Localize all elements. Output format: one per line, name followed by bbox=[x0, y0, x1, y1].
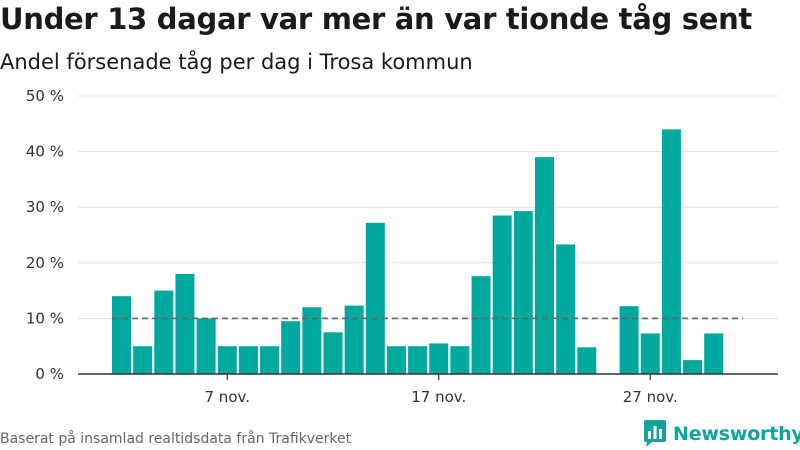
y-tick-label: 30 % bbox=[26, 198, 64, 216]
chart-subtitle: Andel försenade tåg per dag i Trosa komm… bbox=[0, 50, 473, 74]
axes bbox=[78, 373, 778, 380]
bar bbox=[661, 129, 681, 374]
y-tick-label: 50 % bbox=[26, 87, 64, 105]
bar bbox=[492, 215, 512, 374]
y-tick-label: 0 % bbox=[35, 365, 64, 383]
bar bbox=[323, 332, 343, 374]
bars bbox=[112, 129, 724, 374]
bar bbox=[619, 306, 639, 374]
bar bbox=[450, 346, 470, 374]
bar bbox=[408, 346, 428, 374]
bar bbox=[196, 318, 216, 374]
bar bbox=[429, 343, 449, 374]
bar bbox=[556, 244, 576, 374]
bar bbox=[683, 360, 703, 374]
bar bbox=[133, 346, 153, 374]
bar bbox=[281, 321, 301, 374]
bar bbox=[535, 157, 554, 374]
bar-chart: 0 % 10 % 20 % 30 % 40 % 50 % 7 nov. 17 nov. 27 n… bbox=[26, 87, 778, 406]
newsworthy-logo: Newsworthy bbox=[643, 420, 800, 448]
y-tick-label: 20 % bbox=[26, 254, 64, 272]
x-tick-label: 7 nov. bbox=[205, 388, 250, 406]
bar bbox=[704, 333, 724, 374]
tick-labels: 0 % 10 % 20 % 30 % 40 % 50 % 7 nov. 17 nov. 27 n… bbox=[26, 87, 678, 406]
y-tick-label: 10 % bbox=[26, 309, 64, 327]
y-tick-label: 40 % bbox=[26, 143, 64, 161]
chart-title: Under 13 dagar var mer än var tionde tåg… bbox=[0, 2, 752, 36]
bar bbox=[577, 347, 597, 374]
bar bbox=[344, 305, 364, 374]
bar bbox=[175, 273, 195, 374]
newsworthy-logo-icon bbox=[644, 420, 666, 447]
x-tick-label: 17 nov. bbox=[411, 388, 466, 406]
bar bbox=[513, 211, 533, 374]
bar bbox=[154, 290, 174, 374]
bar bbox=[260, 346, 280, 374]
bar bbox=[365, 222, 385, 374]
bar bbox=[386, 346, 406, 374]
bar bbox=[640, 333, 660, 374]
bar bbox=[112, 296, 131, 374]
x-tick-label: 27 nov. bbox=[623, 388, 678, 406]
brand-name: Newsworthy bbox=[673, 423, 800, 445]
source-note: Baserat på insamlad realtidsdata från Tr… bbox=[0, 431, 352, 447]
bar bbox=[302, 307, 322, 374]
bar bbox=[471, 276, 491, 374]
bar bbox=[238, 346, 258, 374]
bar bbox=[217, 346, 237, 374]
